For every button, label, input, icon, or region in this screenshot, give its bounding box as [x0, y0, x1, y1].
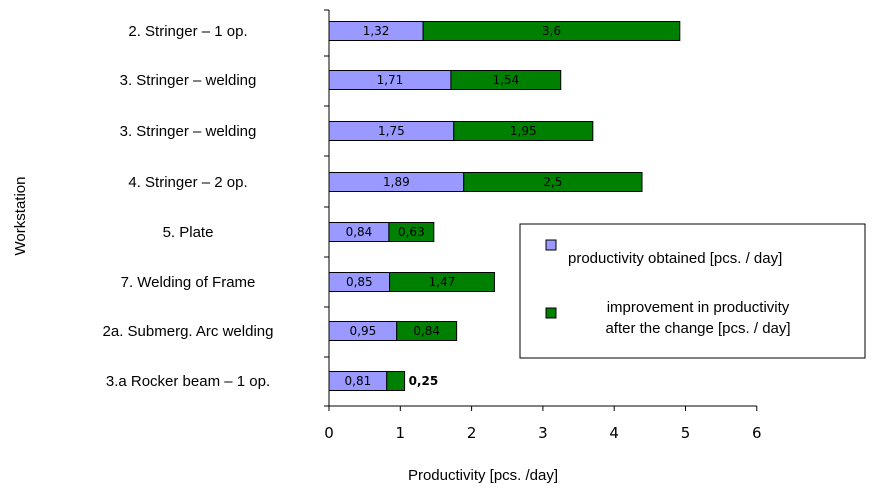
x-tick-label: 4: [609, 424, 619, 442]
data-label: 1,71: [377, 73, 404, 87]
data-label: 0,63: [398, 225, 425, 239]
bar-improvement: [463, 172, 643, 192]
legend-entry-improvement-line2: after the change [pcs. / day]: [605, 320, 790, 337]
legend-swatch-productivity: [545, 239, 557, 251]
legend-entry-improvement-line1: improvement in productivity: [607, 299, 790, 316]
data-label: 1,95: [510, 124, 537, 138]
data-label: 1,32: [363, 24, 390, 38]
category-label: 2. Stringer – 1 op.: [128, 23, 247, 40]
legend-entry-productivity: productivity obtained [pcs. / day]: [568, 250, 782, 267]
data-label: 1,89: [383, 175, 410, 189]
data-label: 3,6: [542, 24, 561, 38]
data-label: 0,81: [345, 374, 372, 388]
x-tick-label: 0: [324, 424, 334, 442]
data-label: 0,84: [346, 225, 373, 239]
x-tick-label: 1: [396, 424, 406, 442]
data-label: 0,85: [346, 275, 373, 289]
category-label: 4. Stringer – 2 op.: [128, 174, 247, 191]
category-label: 3. Stringer – welding: [120, 72, 257, 89]
category-label: 3.a Rocker beam – 1 op.: [106, 373, 270, 390]
data-label: 1,47: [429, 275, 456, 289]
bar-improvement: [386, 371, 406, 391]
category-label: 2a. Submerg. Arc welding: [103, 323, 274, 340]
x-tick-label: 2: [467, 424, 477, 442]
data-label: 0,25: [409, 374, 439, 388]
bar-improvement: [450, 70, 562, 90]
x-tick-label: 5: [681, 424, 691, 442]
legend-box: [519, 223, 866, 359]
bar-improvement: [389, 272, 495, 292]
axes-group: 0 1 2 3 4 5 6: [324, 9, 762, 442]
data-label: 1,75: [378, 124, 405, 138]
legend-swatch-improvement: [545, 307, 557, 319]
y-axis-title: Workstation: [12, 177, 29, 256]
x-tick-label: 3: [538, 424, 548, 442]
legend: productivity obtained [pcs. / day] impro…: [519, 223, 866, 359]
bar-improvement: [388, 222, 435, 242]
category-label: 7. Welding of Frame: [121, 274, 256, 291]
bar-improvement: [422, 21, 681, 41]
data-label: 0,95: [350, 324, 377, 338]
bar-improvement: [453, 121, 594, 141]
bar-improvement: [396, 321, 458, 341]
category-label: 3. Stringer – welding: [120, 123, 257, 140]
x-axis-title: Productivity [pcs. /day]: [408, 467, 558, 484]
data-label: 2,5: [543, 175, 562, 189]
labels-group: 2. Stringer – 1 op. 1,32 3,6 3. Stringer – …: [103, 23, 563, 390]
x-tick-label: 6: [752, 424, 762, 442]
data-label: 0,84: [413, 324, 440, 338]
data-label: 1,54: [492, 73, 519, 87]
bars-group: [328, 21, 681, 391]
category-label: 5. Plate: [163, 224, 214, 241]
